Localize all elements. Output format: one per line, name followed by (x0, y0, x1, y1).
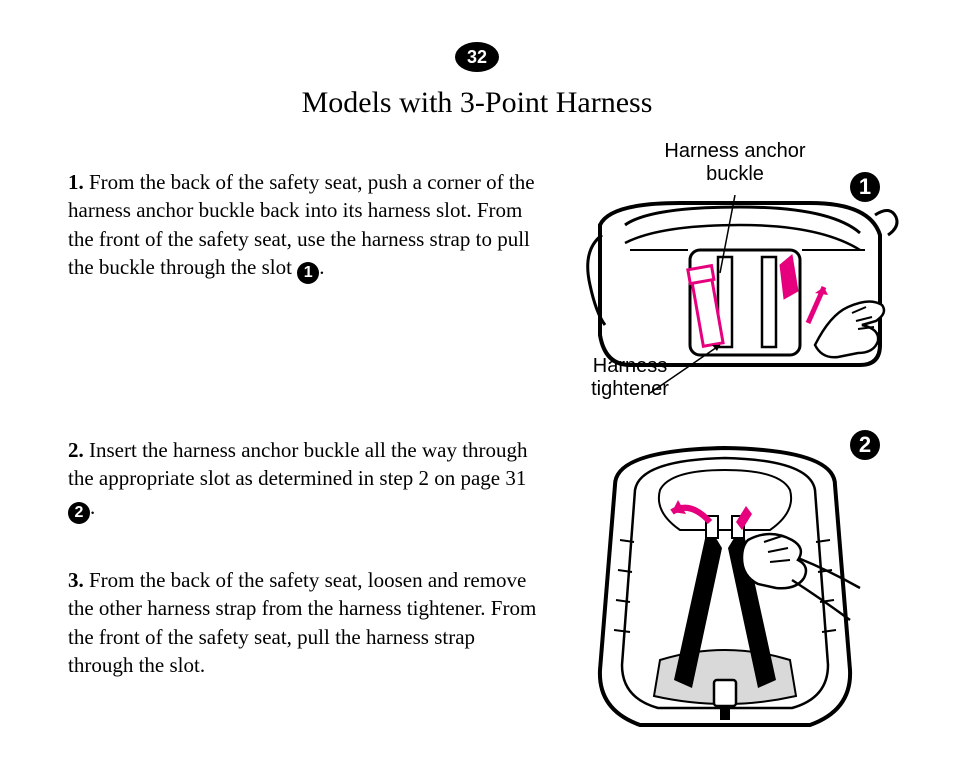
step-1-number: 1. (68, 170, 84, 194)
step-2-number: 2. (68, 438, 84, 462)
step-2-text-b: . (90, 495, 95, 519)
label-anchor-line2: buckle (706, 163, 764, 185)
seat-back-icon (570, 195, 900, 395)
step-1-ref-badge: 1 (297, 262, 319, 284)
label-anchor-line1: Harness anchor (664, 140, 805, 162)
step-3-number: 3. (68, 568, 84, 592)
page-number: 32 (467, 47, 487, 67)
figure-1-illustration (570, 195, 900, 395)
step-2: 2. Insert the harness anchor buckle all … (68, 436, 538, 524)
page-number-badge: 32 (455, 42, 499, 72)
figure-2-illustration (560, 430, 890, 740)
manual-page: 32 Models with 3-Point Harness 1. From t… (0, 0, 954, 773)
step-2-ref-badge: 2 (68, 502, 90, 524)
step-3-text-a: From the back of the safety seat, loosen… (68, 568, 536, 677)
step-1-text-b: . (319, 255, 324, 279)
step-1: 1. From the back of the safety seat, pus… (68, 168, 538, 284)
step-2-text-a: Insert the harness anchor buckle all the… (68, 438, 528, 490)
step-3: 3. From the back of the safety seat, loo… (68, 566, 538, 679)
page-title: Models with 3-Point Harness (0, 86, 954, 120)
seat-front-icon (560, 430, 890, 740)
label-harness-anchor-buckle: Harness anchor buckle (635, 140, 835, 186)
